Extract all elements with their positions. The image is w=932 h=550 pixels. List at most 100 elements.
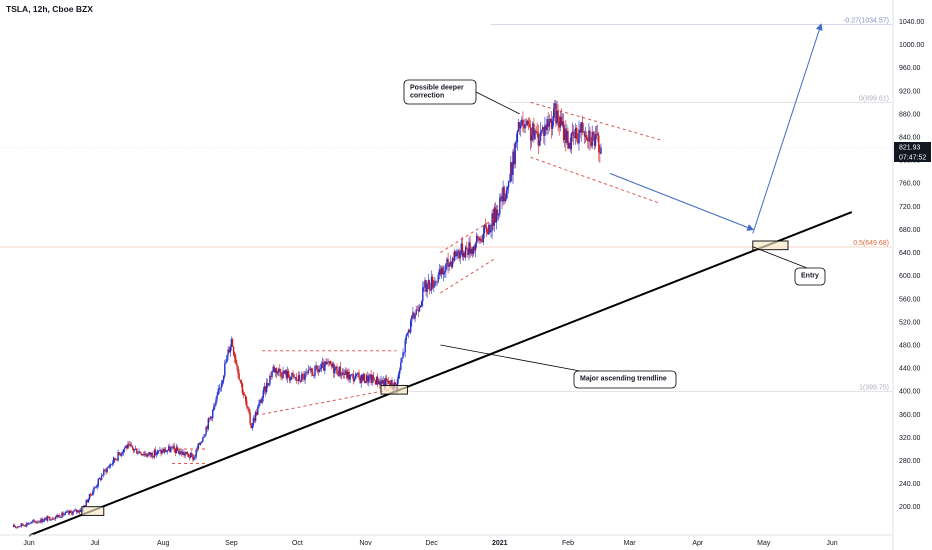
candle-body xyxy=(589,130,591,143)
candle-body xyxy=(229,346,231,353)
candle-body xyxy=(249,412,251,424)
candle-body xyxy=(58,515,60,517)
candle-body xyxy=(445,263,447,271)
candle-body xyxy=(327,362,329,363)
candle-body xyxy=(374,380,377,385)
candle-body xyxy=(462,252,465,257)
candle-body xyxy=(345,370,347,375)
candle-body xyxy=(20,523,22,527)
candle-body xyxy=(400,362,402,370)
candle-body xyxy=(496,209,499,216)
projection-arrow[interactable] xyxy=(609,172,755,231)
candle-body xyxy=(198,443,201,445)
candle-body xyxy=(33,520,36,522)
candle-body xyxy=(226,355,228,363)
candle-body xyxy=(417,310,420,312)
candle-body xyxy=(540,129,543,132)
candle-body xyxy=(44,517,47,519)
candle-body xyxy=(131,445,134,449)
candle-body xyxy=(505,190,508,199)
candle-body xyxy=(262,390,264,398)
y-tick-label: 640.00 xyxy=(899,250,921,257)
candle-body xyxy=(324,361,326,371)
candle-body xyxy=(561,121,564,126)
candle-body xyxy=(237,366,239,374)
candle-body xyxy=(386,380,389,382)
candle-body xyxy=(93,487,95,492)
candle-body xyxy=(325,361,327,364)
candle-body xyxy=(32,520,35,522)
candle-body xyxy=(242,392,245,395)
candle-body xyxy=(391,380,393,387)
candle-body xyxy=(69,511,71,514)
candle-body xyxy=(248,408,250,413)
candle-body xyxy=(51,518,53,520)
highlight-box[interactable] xyxy=(81,506,105,516)
candle-body xyxy=(219,387,222,389)
candle-body xyxy=(570,133,572,150)
candle-body xyxy=(115,459,117,460)
countdown-text: 07:47:52 xyxy=(899,155,926,162)
candle-body xyxy=(401,358,403,363)
candle-body xyxy=(344,374,346,375)
candle-body xyxy=(102,475,104,476)
candle-body xyxy=(157,450,159,454)
candle-body xyxy=(96,485,98,488)
candle-body xyxy=(254,412,257,421)
candle-body xyxy=(117,452,119,461)
callout-text: Possible deeper xyxy=(410,85,464,92)
candle-body xyxy=(18,526,20,527)
candle-body xyxy=(293,374,295,378)
x-tick-label: May xyxy=(757,540,771,547)
candle-body xyxy=(228,349,230,353)
highlight-box[interactable] xyxy=(752,240,789,251)
candle-body xyxy=(148,452,150,455)
candle-body xyxy=(301,374,303,382)
candle-body xyxy=(558,122,560,128)
candle-body xyxy=(106,467,108,473)
candle-body xyxy=(470,248,472,254)
candle-body xyxy=(213,406,215,411)
candle-body xyxy=(364,381,367,383)
symbol-title: TSLA, 12h, Cboe BZX xyxy=(6,4,93,14)
candle-body xyxy=(295,377,297,380)
candle-body xyxy=(270,376,272,377)
candle-body xyxy=(84,505,86,507)
callout-box xyxy=(573,370,677,389)
candle-body xyxy=(180,451,182,453)
candle-body xyxy=(108,466,110,468)
callout[interactable]: Major ascending trendline xyxy=(440,344,677,389)
price-axis[interactable]: 1040.001000.00960.00920.00880.00840.0080… xyxy=(899,19,924,511)
candle-body xyxy=(474,243,477,251)
candle-body xyxy=(271,371,273,377)
candle-body xyxy=(109,464,112,467)
candle-body xyxy=(550,118,553,129)
major-trendline[interactable] xyxy=(28,211,853,537)
candle-body xyxy=(580,122,582,133)
candle-body xyxy=(43,518,46,521)
candle-body xyxy=(274,368,277,373)
candle-body xyxy=(147,454,149,457)
time-axis[interactable]: Jun Jul Aug Sep Oct Nov Dec 2021 Feb Mar Apr May Jun xyxy=(23,540,837,547)
candle-body xyxy=(542,127,544,130)
callout[interactable]: Entry xyxy=(752,246,826,286)
channel-line xyxy=(530,156,661,204)
candle-body xyxy=(350,374,352,376)
candle-body xyxy=(322,362,324,364)
candle-body xyxy=(523,123,525,129)
candle-body xyxy=(163,448,165,453)
candle-body xyxy=(534,130,536,140)
candle-body xyxy=(297,375,300,381)
candle-body xyxy=(278,368,280,372)
candle-body xyxy=(509,181,511,183)
candle-body xyxy=(197,443,200,450)
candle-body xyxy=(482,233,484,243)
highlight-box[interactable] xyxy=(380,384,408,395)
target-arrow[interactable] xyxy=(752,23,823,234)
candle-body xyxy=(419,305,422,308)
y-tick-label: 680.00 xyxy=(899,227,921,234)
candle-body xyxy=(289,376,291,381)
channel-line xyxy=(530,101,661,141)
